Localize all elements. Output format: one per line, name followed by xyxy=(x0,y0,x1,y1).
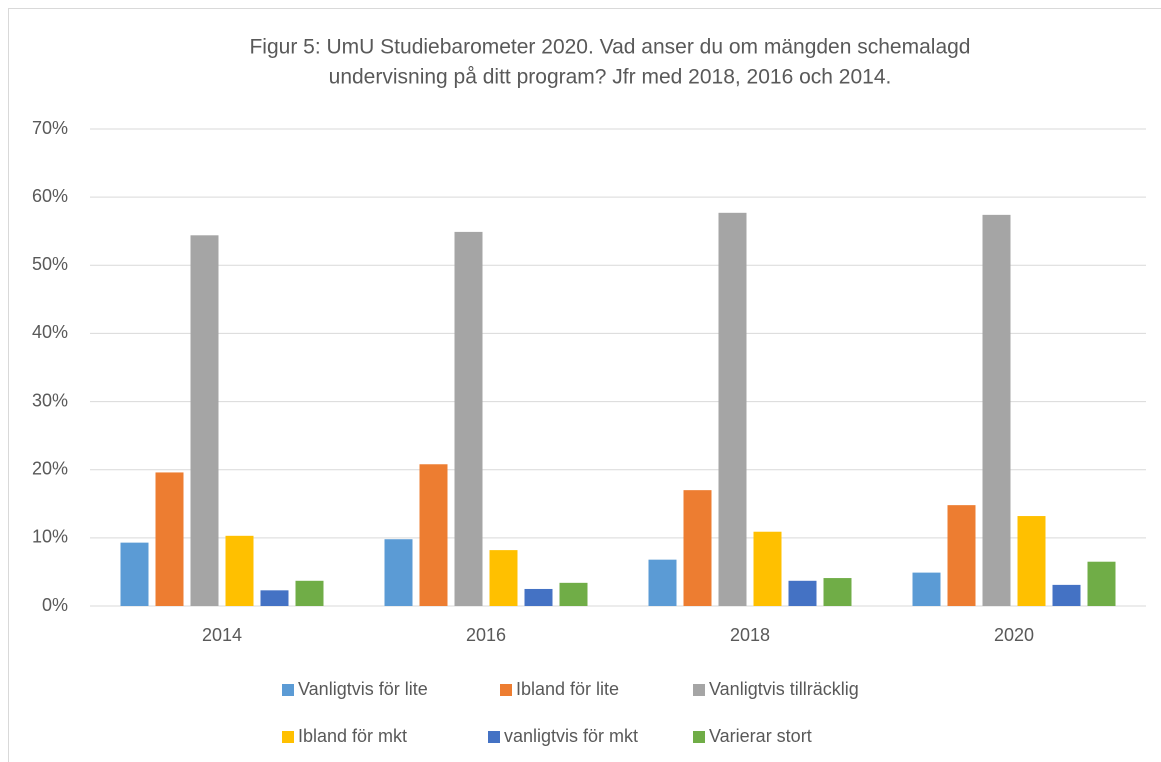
x-tick-label: 2018 xyxy=(730,625,770,645)
legend-swatch xyxy=(693,731,705,743)
bar xyxy=(155,472,184,606)
y-tick-label: 0% xyxy=(42,595,68,615)
bar xyxy=(823,578,852,606)
bar xyxy=(1087,561,1116,606)
y-tick-label: 50% xyxy=(32,254,68,274)
bar xyxy=(912,572,941,606)
bar xyxy=(260,590,289,606)
y-tick-label: 30% xyxy=(32,390,68,410)
bar xyxy=(559,582,588,606)
legend-swatch xyxy=(500,684,512,696)
legend-swatch xyxy=(282,731,294,743)
y-tick-label: 70% xyxy=(32,118,68,138)
y-tick-label: 10% xyxy=(32,527,68,547)
x-tick-label: 2014 xyxy=(202,625,242,645)
legend-swatch xyxy=(488,731,500,743)
legend-label: vanligtvis för mkt xyxy=(504,726,638,746)
bar xyxy=(524,588,553,606)
legend-label: Vanligtvis för lite xyxy=(298,679,428,699)
chart-title: Figur 5: UmU Studiebarometer 2020. Vad a… xyxy=(249,36,970,59)
bar xyxy=(718,212,747,606)
chart-title: undervisning på ditt program? Jfr med 20… xyxy=(329,66,892,89)
bar xyxy=(753,531,782,606)
bar xyxy=(648,559,677,606)
x-tick-label: 2020 xyxy=(994,625,1034,645)
legend-label: Varierar stort xyxy=(709,726,812,746)
y-tick-label: 40% xyxy=(32,322,68,342)
x-tick-label: 2016 xyxy=(466,625,506,645)
bar xyxy=(683,490,712,606)
bar xyxy=(225,535,254,606)
legend-label: Ibland för lite xyxy=(516,679,619,699)
legend-swatch xyxy=(693,684,705,696)
chart-frame xyxy=(8,8,1161,762)
bar xyxy=(295,580,324,606)
bar xyxy=(947,505,976,606)
legend-swatch xyxy=(282,684,294,696)
y-tick-label: 20% xyxy=(32,458,68,478)
bar xyxy=(982,214,1011,607)
bar xyxy=(788,580,817,606)
legend-label: Vanligtvis tillräcklig xyxy=(709,679,859,699)
bar xyxy=(384,539,413,606)
bar xyxy=(1017,516,1046,606)
bar xyxy=(419,464,448,606)
y-tick-label: 60% xyxy=(32,186,68,206)
bar xyxy=(120,542,149,606)
legend-label: Ibland för mkt xyxy=(298,726,407,746)
bar xyxy=(489,550,518,606)
bar xyxy=(190,235,219,606)
bar xyxy=(454,231,483,606)
bar xyxy=(1052,584,1081,606)
